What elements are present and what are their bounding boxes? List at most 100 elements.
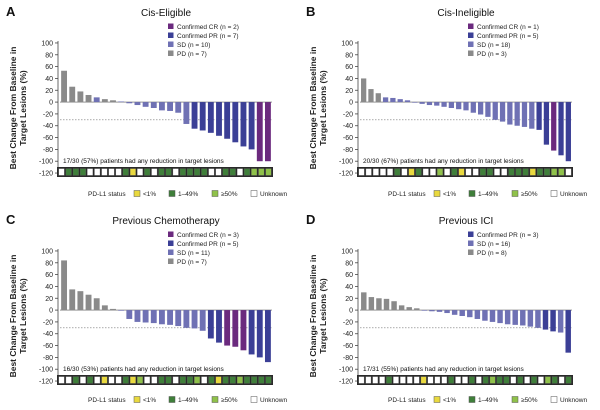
bar (558, 102, 564, 156)
y-tick-label: -40 (343, 123, 353, 130)
pdl1-legend-label: Unknown (560, 191, 587, 198)
bar (110, 308, 116, 311)
legend-label: PD (n = 7) (177, 51, 207, 58)
bar (419, 102, 425, 104)
pdl1-cell (72, 376, 79, 384)
bar (207, 310, 214, 339)
pdl1-cell (545, 376, 551, 384)
pdl1-cell (551, 168, 558, 176)
panel-title: Previous Chemotherapy (112, 216, 219, 227)
pdl1-cell (420, 376, 427, 384)
pdl1-cell (144, 168, 151, 176)
y-axis-label: Best Change From Baseline in (308, 47, 318, 170)
pdl1-strip (57, 375, 273, 385)
bar (459, 310, 465, 316)
bar (368, 297, 375, 311)
legend-label: SD (n = 18) (477, 42, 510, 49)
legend-swatch (168, 240, 174, 246)
y-tick-label: -60 (343, 135, 353, 142)
pdl1-cell (565, 376, 572, 384)
legend-swatch (468, 50, 474, 56)
y-tick-label: -100 (39, 367, 53, 374)
y-tick-label: -60 (43, 135, 53, 142)
pdl1-cell (137, 376, 143, 384)
y-tick-label: -120 (339, 379, 353, 386)
pdl1-cell (429, 168, 436, 176)
y-tick-label: 0 (49, 308, 53, 315)
pdl1-legend-title: PD-L1 status (88, 191, 126, 198)
bar (565, 310, 571, 353)
bar (376, 298, 382, 311)
y-axis-label: Target Lesions (%) (318, 278, 328, 354)
reduction-note: 17/31 (55%) patients had any reduction i… (363, 366, 525, 373)
y-tick-label: -20 (343, 111, 353, 118)
panel-b: B Cis-Ineligible Best Change From Baseline… (306, 4, 587, 198)
legend-label: Confirmed CR (n = 1) (477, 24, 539, 31)
pdl1-cell (251, 168, 258, 176)
bar (240, 310, 247, 351)
legend-swatch (168, 231, 174, 237)
pdl1-cell (406, 376, 413, 384)
pdl1-cell (101, 168, 108, 176)
pdl1-cell (379, 376, 385, 384)
y-tick-label: -60 (343, 343, 353, 350)
y-tick-label: -20 (43, 111, 53, 118)
bar (224, 102, 231, 139)
pdl1-legend-label: Unknown (260, 191, 287, 198)
pdl1-legend-label: <1% (443, 191, 456, 198)
bar (232, 310, 239, 347)
bar (492, 102, 498, 120)
bar (224, 310, 231, 346)
pdl1-cell (236, 376, 243, 384)
y-axis-label: Target Lesions (%) (18, 278, 28, 354)
bar (551, 102, 557, 151)
pdl1-legend-swatch (550, 396, 558, 403)
pdl1-cell (529, 168, 536, 176)
bar (504, 310, 511, 325)
pdl1-cell (394, 168, 401, 176)
legend-swatch (468, 231, 474, 237)
pdl1-cell (72, 168, 79, 176)
pdl1-legend-label: 1–49% (478, 191, 498, 198)
bar (404, 100, 411, 103)
pdl1-cell (358, 376, 365, 384)
pdl1-cell (179, 168, 186, 176)
pdl1-cell (122, 168, 129, 176)
bar (256, 102, 263, 162)
pdl1-cell (222, 168, 229, 176)
pdl1-cell (531, 376, 537, 384)
pdl1-cell (187, 168, 193, 176)
pdl1-legend-swatch (211, 396, 219, 403)
pdl1-legend-title: PD-L1 status (388, 397, 426, 404)
bar (248, 102, 255, 150)
pdl1-cell (80, 376, 86, 384)
pdl1-legend-swatch (433, 396, 441, 403)
bar (207, 102, 214, 133)
legend-label: SD (n = 10) (177, 42, 210, 49)
pdl1-cell (65, 168, 72, 176)
bar (375, 93, 381, 103)
y-tick-label: -80 (43, 147, 53, 154)
y-tick-label: -60 (43, 343, 53, 350)
bar (191, 102, 198, 129)
pdl1-legend-label: ≥50% (221, 191, 238, 198)
pdl1-cell (172, 376, 179, 384)
pdl1-cell (87, 376, 94, 384)
pdl1-cell (236, 168, 243, 176)
pdl1-cell (501, 168, 508, 176)
bar (183, 102, 190, 124)
bar (507, 102, 513, 125)
pdl1-cell (251, 376, 258, 384)
bar (521, 102, 528, 127)
bar (448, 102, 455, 108)
bar (557, 310, 564, 333)
pdl1-cell (372, 168, 379, 176)
bar (167, 102, 174, 111)
panel-c: C Previous Chemotherapy Best Change From B… (6, 212, 287, 404)
panel-letter: B (306, 4, 315, 19)
panel-letter: C (6, 212, 16, 227)
bar (256, 310, 263, 358)
pdl1-cell (393, 376, 399, 384)
legend-label: PD (n = 7) (177, 259, 207, 266)
